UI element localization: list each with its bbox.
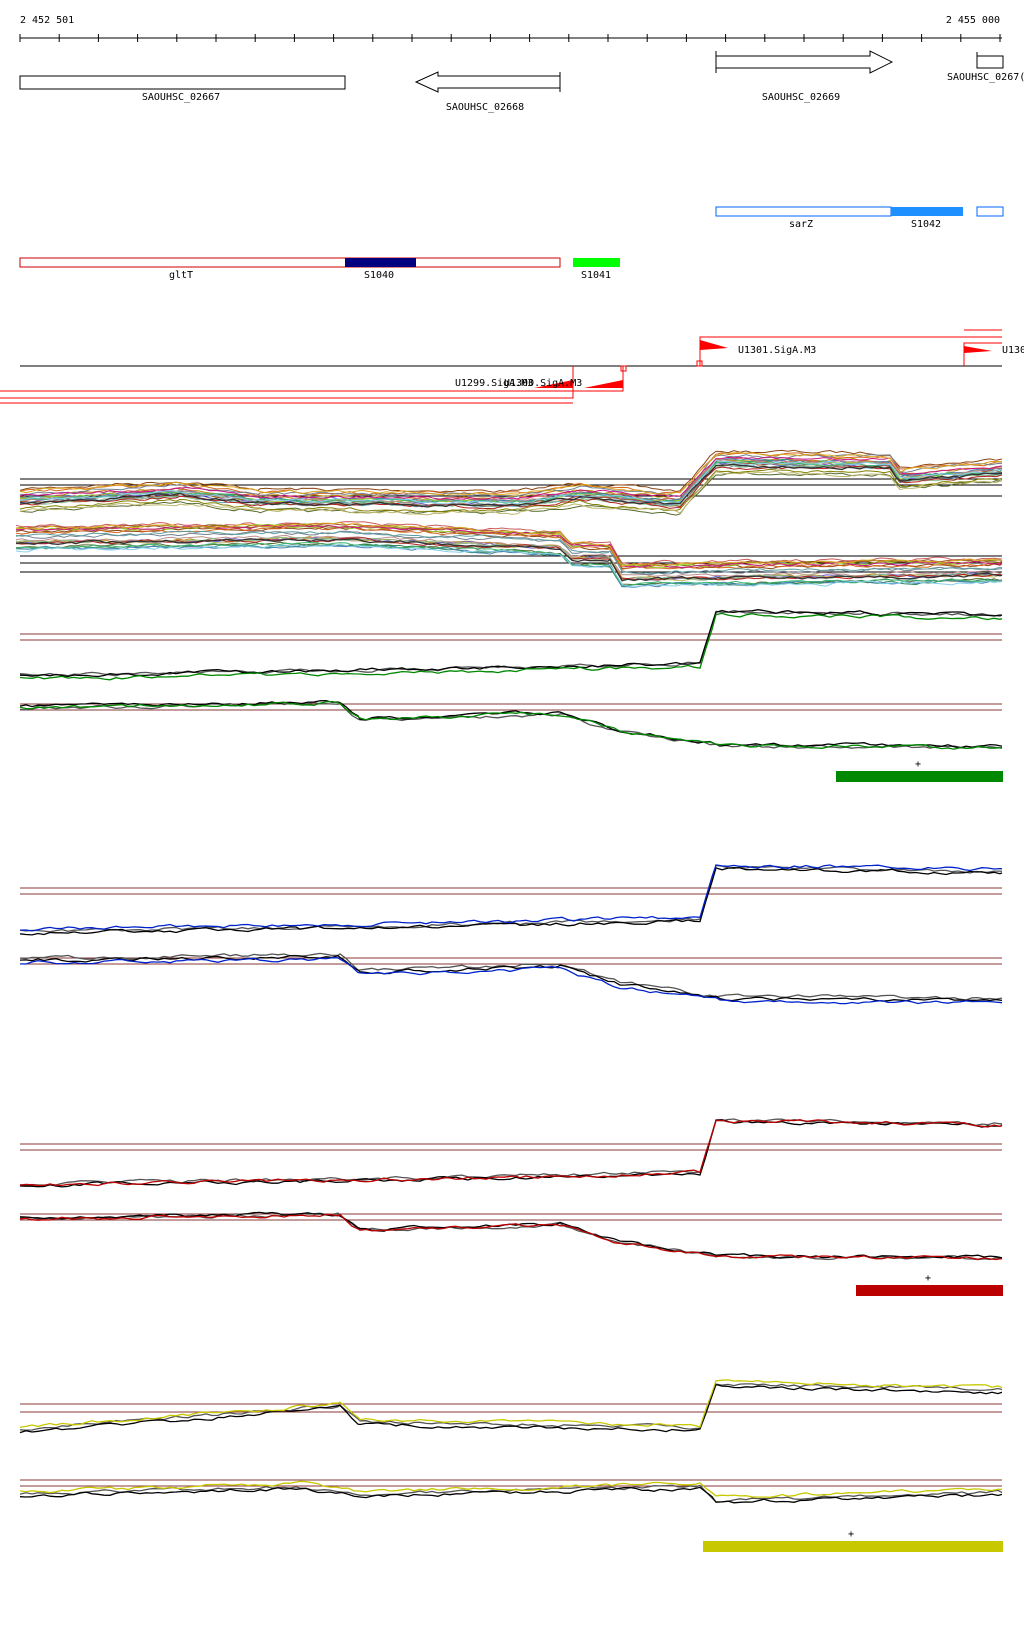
- axis-start-label: 2 452 501: [20, 15, 74, 26]
- gene-label-02667: SAOUHSC_02667: [142, 92, 220, 103]
- profile-line-red: [19, 1119, 1003, 1187]
- gene-label-02669: SAOUHSC_02669: [762, 92, 840, 103]
- overview-profile-top: [19, 463, 1003, 508]
- promoter-flag-u130[interactable]: [964, 346, 992, 353]
- annotation-label-s1042: S1042: [911, 219, 941, 230]
- annotation-gltt[interactable]: [19, 257, 561, 268]
- gene-arrow-02668[interactable]: [414, 71, 561, 93]
- profile-line-green: [19, 609, 1003, 677]
- profile-line-yellow: [19, 1383, 1003, 1434]
- profile-line-green: [19, 699, 1003, 749]
- profile-line-red: [19, 1213, 1003, 1261]
- overview-profile-top: [19, 451, 1003, 496]
- profile-line-yellow: [19, 1486, 1003, 1504]
- profile-line-yellow: [19, 1480, 1003, 1498]
- profile-line-yellow: [19, 1383, 1003, 1431]
- promoter-bracket-u1300: [0, 366, 624, 392]
- promoter-tss-u1300: [620, 365, 627, 372]
- annotation-label-sarz: sarZ: [789, 219, 813, 230]
- gene-box-02670[interactable]: [976, 55, 1004, 69]
- promoter-tss-u1301: [696, 360, 703, 367]
- annotation-label-gltt: gltT: [169, 270, 193, 281]
- promoter-flag-u1299[interactable]: [534, 380, 573, 388]
- profile-line-green: [19, 700, 1003, 750]
- condition-bar-green[interactable]: [836, 771, 1003, 782]
- overview-profile-top: [19, 456, 1003, 500]
- overview-profile-bottom: [15, 543, 1003, 588]
- overview-profile-bottom: [15, 534, 1003, 577]
- expression-profiles: [15, 449, 1003, 1504]
- overview-profile-bottom: [15, 530, 1003, 575]
- condition-bar-yellow[interactable]: [703, 1541, 1003, 1552]
- condition-bar-marker-yellow: +: [848, 1529, 854, 1540]
- overview-profile-top: [19, 458, 1003, 504]
- gene-arrow-02669[interactable]: [715, 50, 894, 74]
- profile-line-green: [19, 701, 1003, 749]
- gene-track: SAOUHSC_02667 SAOUHSC_02668 SAOUHSC_0266…: [19, 50, 1024, 113]
- annotation-s1042[interactable]: [891, 207, 963, 216]
- overview-profile-bottom: [15, 536, 1003, 581]
- condition-bar-red[interactable]: [856, 1285, 1003, 1296]
- gene-label-02670: SAOUHSC_0267(: [947, 72, 1024, 83]
- profile-line-blue: [19, 954, 1003, 1002]
- condition-bar-marker-red: +: [925, 1273, 931, 1284]
- axis-ticks: [19, 34, 1001, 42]
- overview-profile-bottom: [15, 538, 1003, 582]
- annotation-right-edge[interactable]: [976, 206, 1004, 217]
- profile-line-blue: [19, 952, 1003, 1001]
- profile-line-green: [19, 609, 1003, 678]
- gene-box-02667[interactable]: [19, 75, 346, 90]
- annotation-sarz[interactable]: [715, 206, 892, 217]
- overview-profile-top: [19, 459, 1003, 505]
- promoter-label-u1300: U1300.SigA.M3: [504, 378, 582, 389]
- overview-profile-bottom: [15, 541, 1003, 587]
- overview-profile-bottom: [15, 521, 1003, 566]
- promoter-flag-u1300[interactable]: [584, 380, 623, 388]
- annotation-track: sarZ S1042 gltT S1040 S1041: [19, 206, 1004, 281]
- overview-profile-top: [19, 454, 1003, 498]
- condition-bars: + + +: [703, 759, 1003, 1552]
- promoter-bracket-u1301: [699, 336, 1002, 366]
- profile-line-green: [19, 612, 1003, 681]
- condition-bar-marker-green: +: [915, 759, 921, 770]
- profile-line-red: [19, 1118, 1003, 1186]
- promoter-label-u130: U130: [1002, 345, 1024, 356]
- profile-line-yellow: [19, 1379, 1003, 1429]
- overview-profile-top: [19, 470, 1003, 516]
- annotation-s1041[interactable]: [573, 258, 620, 267]
- overview-profile-top: [19, 468, 1003, 513]
- promoter-bracket-u130-b: [963, 342, 1002, 366]
- promoter-label-u1299: U1299.SigA.M3: [455, 378, 533, 389]
- promoter-label-u1301: U1301.SigA.M3: [738, 345, 816, 356]
- annotation-s1040[interactable]: [345, 258, 416, 267]
- promoter-track: U1301.SigA.M3 U130 U1299.SigA.M3 U1300.S…: [0, 329, 1024, 404]
- overview-profile-top: [19, 465, 1003, 510]
- overview-profile-bottom: [15, 536, 1002, 582]
- promoter-flag-u1301[interactable]: [700, 340, 728, 350]
- axis-end-label: 2 455 000: [946, 15, 1000, 26]
- overview-profile-top: [19, 452, 1003, 496]
- overview-profile-bottom: [15, 521, 1003, 567]
- profile-line-red: [19, 1211, 1003, 1259]
- gene-label-02668: SAOUHSC_02668: [446, 102, 524, 113]
- profile-line-blue: [19, 864, 1003, 932]
- profile-line-blue: [19, 867, 1003, 936]
- annotation-label-s1041: S1041: [581, 270, 611, 281]
- profile-line-blue: [19, 957, 1003, 1005]
- overview-profile-bottom: [15, 536, 1003, 581]
- annotation-label-s1040: S1040: [364, 270, 394, 281]
- overview-profile-bottom: [15, 544, 1003, 588]
- coordinate-axis: 2 452 501 2 455 000: [19, 15, 1002, 42]
- promoter-bracket-u1299: [0, 366, 574, 399]
